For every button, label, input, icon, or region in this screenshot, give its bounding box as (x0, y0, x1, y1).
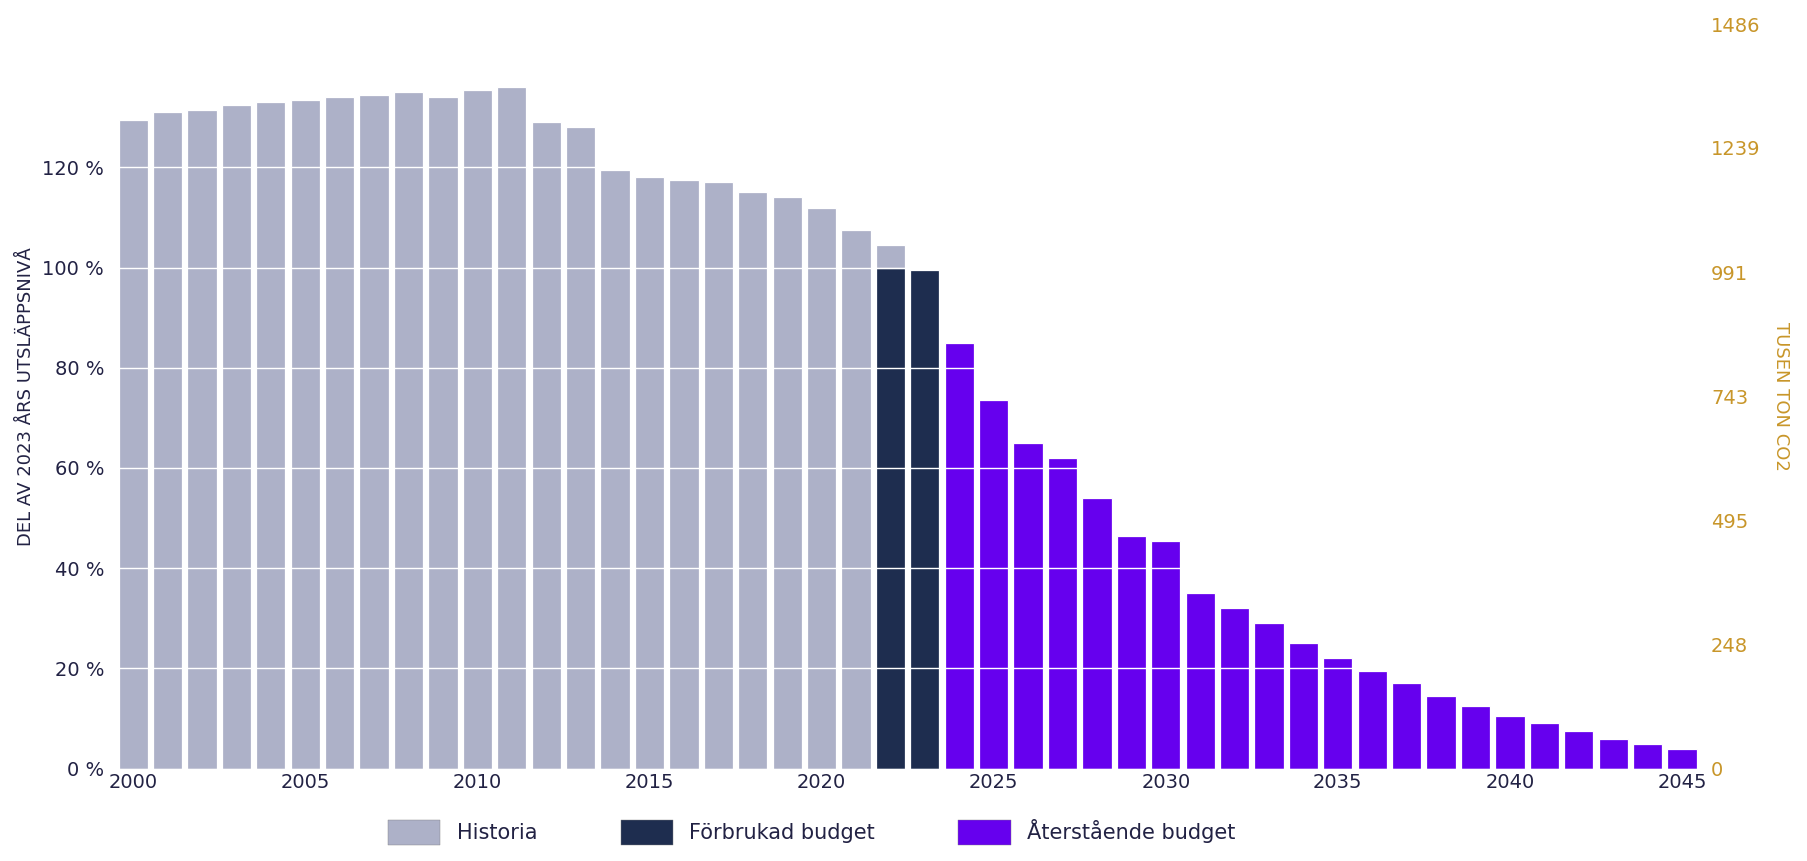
Bar (257, 102, 286, 769)
Bar (119, 120, 148, 769)
Bar (428, 97, 457, 769)
Bar (154, 112, 183, 769)
Bar (1117, 536, 1146, 769)
Bar (1531, 723, 1559, 769)
Bar (703, 183, 734, 769)
Bar (1634, 744, 1662, 769)
Bar (773, 197, 802, 769)
Bar (876, 268, 905, 769)
Bar (394, 92, 423, 769)
Bar (808, 208, 837, 769)
Bar (566, 127, 595, 769)
Bar (1254, 623, 1283, 769)
Bar (600, 170, 629, 769)
Bar (1357, 671, 1388, 769)
Bar (634, 177, 665, 769)
Bar (1220, 608, 1249, 769)
Y-axis label: DEL AV 2023 ÅRS UTSLÄPPSNIVÅ: DEL AV 2023 ÅRS UTSLÄPPSNIVÅ (16, 247, 34, 546)
Bar (1288, 643, 1317, 769)
Bar (876, 245, 905, 769)
Bar (945, 343, 974, 769)
Bar (531, 122, 560, 769)
Bar (1185, 593, 1214, 769)
Bar (291, 100, 320, 769)
Bar (1426, 696, 1456, 769)
Bar (1323, 659, 1352, 769)
Y-axis label: TUSEN TON CO2: TUSEN TON CO2 (1773, 322, 1791, 471)
Legend: Historia, Förbrukad budget, Återstående budget: Historia, Förbrukad budget, Återstående … (378, 809, 1247, 855)
Bar (497, 87, 526, 769)
Bar (463, 90, 492, 769)
Bar (1082, 498, 1111, 769)
Bar (1565, 731, 1594, 769)
Bar (842, 230, 871, 769)
Bar (911, 270, 940, 769)
Bar (669, 180, 699, 769)
Bar (1014, 443, 1043, 769)
Bar (222, 105, 251, 769)
Bar (1460, 706, 1491, 769)
Bar (188, 110, 217, 769)
Bar (737, 193, 768, 769)
Bar (1599, 739, 1628, 769)
Bar (979, 400, 1008, 769)
Bar (1496, 716, 1525, 769)
Bar (325, 97, 354, 769)
Bar (1391, 684, 1422, 769)
Bar (1151, 541, 1180, 769)
Bar (1668, 748, 1697, 769)
Bar (360, 95, 389, 769)
Bar (1048, 458, 1077, 769)
